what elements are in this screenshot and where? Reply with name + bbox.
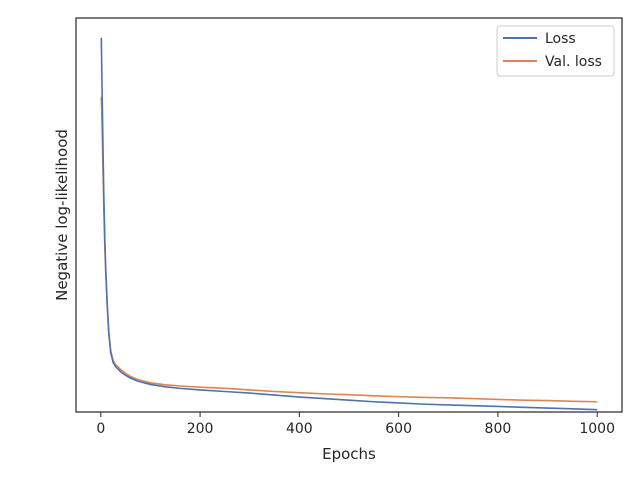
x-axis-label: Epochs bbox=[322, 445, 376, 463]
x-axis-ticks: 0 200 400 600 800 1000 bbox=[96, 412, 615, 437]
x-tick-label: 400 bbox=[286, 421, 313, 437]
y-axis-label: Negative log-likelihood bbox=[53, 129, 71, 301]
plot-frame bbox=[75, 17, 623, 413]
series-line-loss bbox=[100, 37, 598, 411]
legend: Loss Val. loss bbox=[496, 25, 615, 77]
x-tick-label: 800 bbox=[485, 421, 512, 437]
x-tick-label: 600 bbox=[385, 421, 412, 437]
x-tick-label: 200 bbox=[187, 421, 214, 437]
x-tick-label: 0 bbox=[96, 421, 105, 437]
series-lines bbox=[100, 37, 598, 411]
legend-label-val-loss: Val. loss bbox=[545, 54, 602, 70]
x-tick-label: 1000 bbox=[579, 421, 615, 437]
legend-label-loss: Loss bbox=[545, 31, 576, 47]
